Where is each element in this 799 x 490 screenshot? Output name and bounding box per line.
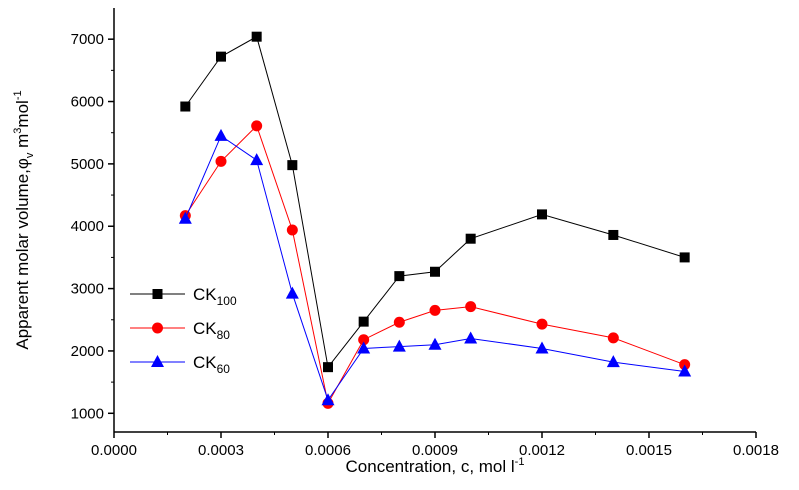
y-tick-label: 7000 xyxy=(71,31,104,48)
y-axis-title-unit-m: m xyxy=(13,134,32,153)
series-ck100 xyxy=(180,31,690,373)
series-line xyxy=(184,35,685,369)
y-axis-title-phi-sub: v xyxy=(24,152,36,158)
x-tick-label: 0.0015 xyxy=(626,442,672,459)
y-axis-title-main: Apparent molar volume, xyxy=(13,169,32,349)
y-axis-title-unit-mol: mol xyxy=(13,100,32,127)
data-point xyxy=(394,271,405,282)
data-point xyxy=(679,252,690,263)
data-point xyxy=(357,341,371,354)
x-tick-label: 0.0009 xyxy=(412,442,458,459)
data-point xyxy=(178,211,192,224)
data-point xyxy=(214,128,228,141)
legend-label-subscript: 80 xyxy=(217,328,231,342)
data-point xyxy=(287,160,298,171)
data-point xyxy=(535,341,549,354)
data-point xyxy=(251,120,263,132)
data-point xyxy=(429,304,441,316)
legend-label-subscript: 60 xyxy=(217,362,231,376)
y-tick-label: 6000 xyxy=(71,94,104,111)
data-point xyxy=(678,364,692,377)
y-tick-label: 2000 xyxy=(71,343,104,360)
data-point xyxy=(608,229,619,240)
data-point xyxy=(537,209,547,220)
data-point xyxy=(465,301,477,313)
data-point xyxy=(358,316,369,327)
y-tick-label: 5000 xyxy=(71,156,104,173)
legend-label-subscript: 100 xyxy=(217,294,237,308)
legend-marker xyxy=(152,289,163,299)
data-point xyxy=(536,318,548,330)
series-line xyxy=(184,124,685,405)
data-point xyxy=(393,316,405,328)
legend-item: CK100 xyxy=(130,285,237,308)
legend-item: CK60 xyxy=(130,353,230,376)
x-axis-title-exponent: -1 xyxy=(515,456,525,468)
series-line xyxy=(184,135,685,402)
x-axis-title-main: Concentration, c, mol l xyxy=(346,457,515,476)
data-point xyxy=(430,266,440,277)
data-point xyxy=(358,334,370,346)
legend-label-base: CK xyxy=(193,353,217,372)
data-point xyxy=(606,355,620,368)
data-point xyxy=(216,51,226,62)
data-point xyxy=(321,393,335,406)
y-axis-title-unit-exp3: 3 xyxy=(12,128,24,134)
y-axis-title-unit-exp-1: -1 xyxy=(12,90,24,100)
series-layer xyxy=(178,31,692,409)
data-point xyxy=(392,339,406,352)
data-point xyxy=(180,101,191,112)
data-point xyxy=(285,286,299,299)
legend-item: CK80 xyxy=(130,319,230,342)
x-axis: 0.0000 0.0003 0.0006 0.0009 0.0012 0.0015 0.00… xyxy=(91,432,779,459)
data-point xyxy=(464,331,478,344)
data-point xyxy=(607,332,619,344)
data-point xyxy=(215,155,227,167)
x-tick-label: 0.0003 xyxy=(198,442,244,459)
legend-label-base: CK xyxy=(193,285,217,304)
x-tick-label: 0.0012 xyxy=(519,442,565,459)
y-tick-label: 4000 xyxy=(71,218,104,235)
y-axis-title: Apparent molar volume,φv m3mol-1 xyxy=(12,90,36,349)
data-point xyxy=(251,31,262,42)
data-point xyxy=(250,153,264,166)
legend-marker xyxy=(152,322,163,334)
data-point xyxy=(323,362,333,373)
data-point xyxy=(465,233,476,244)
series-ck60 xyxy=(178,128,692,406)
x-tick-label: 0.0006 xyxy=(305,442,351,459)
x-axis-title: Concentration, c, mol l-1 xyxy=(346,456,525,476)
legend-label: CK80 xyxy=(193,319,230,342)
x-tick-label: 0.0018 xyxy=(733,442,779,459)
legend-label: CK60 xyxy=(193,353,230,376)
legend-marker xyxy=(151,355,164,367)
y-tick-label: 3000 xyxy=(71,281,104,298)
y-axis-title-phi: φ xyxy=(13,158,32,169)
legend-label-base: CK xyxy=(193,319,217,338)
legend-label: CK100 xyxy=(193,285,237,308)
data-point xyxy=(286,224,298,236)
x-tick-label: 0.0000 xyxy=(91,442,137,459)
y-tick-label: 1000 xyxy=(71,405,104,422)
y-axis: 1000 2000 3000 4000 5000 6000 7000 xyxy=(71,31,114,422)
data-point xyxy=(428,337,442,350)
series-ck80 xyxy=(179,120,691,409)
